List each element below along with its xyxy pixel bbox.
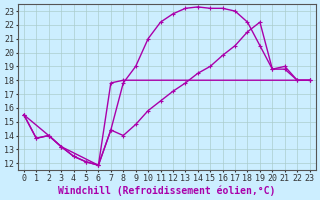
X-axis label: Windchill (Refroidissement éolien,°C): Windchill (Refroidissement éolien,°C) xyxy=(58,185,276,196)
